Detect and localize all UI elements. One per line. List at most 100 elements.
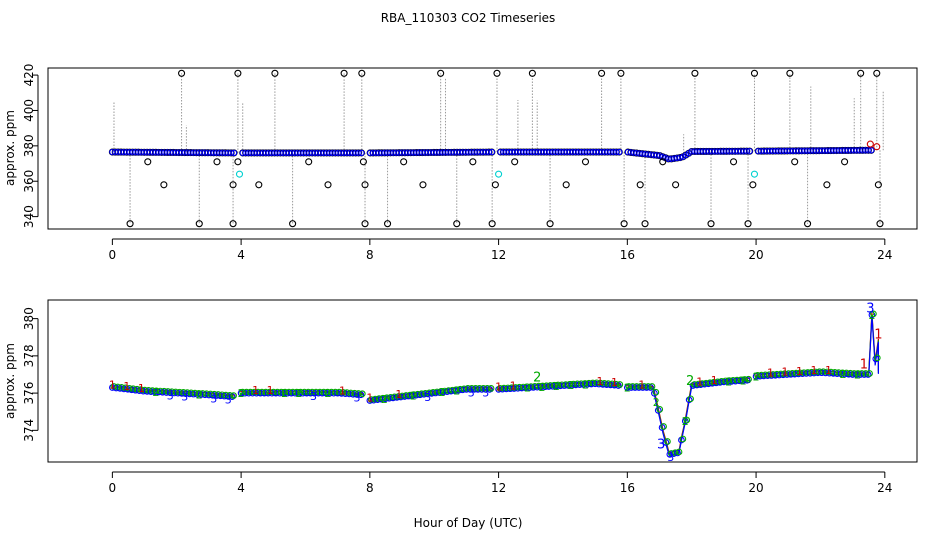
top-outlier-point <box>488 220 496 228</box>
x-axis-label: Hour of Day (UTC) <box>414 516 523 530</box>
top-outlier-point <box>384 220 392 228</box>
top-outlier-point <box>546 220 554 228</box>
top-y-axis-label: approx. ppm <box>3 110 17 186</box>
bottom-digit-marker: 1 <box>860 357 868 372</box>
top-outlier-point <box>234 69 242 77</box>
bottom-data-point <box>658 424 666 431</box>
top-plot-frame <box>47 67 918 230</box>
top-outlier-point <box>617 69 625 77</box>
bottom-data-point <box>616 381 624 388</box>
top-red-point <box>873 143 881 151</box>
bottom-digit-marker: 3 <box>424 391 431 404</box>
top-outlier-point <box>620 220 628 228</box>
bottom-data-point <box>358 390 366 398</box>
bottom-digit-marker: 3 <box>353 391 360 404</box>
top-outlier-point <box>144 158 152 166</box>
top-x-tick-label: 16 <box>620 248 635 262</box>
bottom-digit-marker: 1 <box>696 376 703 389</box>
bottom-data-point <box>647 384 654 391</box>
top-data-point <box>358 149 365 157</box>
bottom-data-point <box>671 449 679 457</box>
top-red-point <box>866 140 874 148</box>
bottom-digit-marker: 1 <box>395 388 402 401</box>
bottom-digit-marker: 1 <box>767 367 774 380</box>
bottom-digit-marker: 1 <box>495 380 502 393</box>
top-outlier-point <box>841 158 849 166</box>
top-outlier-point <box>598 69 606 77</box>
bottom-x-tick-label: 0 <box>109 481 117 495</box>
bottom-digit-marker: 2 <box>325 387 332 400</box>
top-data-point <box>868 147 875 154</box>
bottom-data-point <box>678 436 685 444</box>
bottom-digit-marker: 1 <box>510 380 517 393</box>
top-x-tick-label: 8 <box>366 248 374 262</box>
bottom-data-point <box>654 407 662 414</box>
bottom-data-points: 1 1 1 2 3 3 2 3 3 2 1 1 2 2 3 2 13 1 2 1 2 3 2 2 3 3 1 1 2 2 2 2 2 1 1 2 123… <box>109 301 883 464</box>
top-outlier-point <box>361 181 369 189</box>
top-y-tick-label: 360 <box>22 170 36 193</box>
bottom-digit-marker: 1 <box>596 375 603 388</box>
bottom-digit-marker: 2 <box>725 376 732 389</box>
bottom-digit-marker: 3 <box>167 390 174 403</box>
bottom-digit-marker: 2 <box>453 384 460 397</box>
bottom-x-tick-label: 12 <box>491 481 506 495</box>
bottom-data-point <box>652 388 660 396</box>
bottom-digit-marker: 2 <box>524 382 531 395</box>
top-data-point <box>865 147 872 154</box>
top-outlier-point <box>213 158 221 166</box>
bottom-digit-marker: 3 <box>181 391 188 404</box>
top-outlier-point <box>453 220 461 228</box>
top-outlier-point <box>659 158 667 166</box>
bottom-y-tick-label: 380 <box>22 307 36 330</box>
top-outlier-point <box>229 181 237 189</box>
bottom-data-point <box>743 376 751 384</box>
bottom-digit-marker: 3 <box>310 390 317 403</box>
top-data-point <box>613 148 620 156</box>
top-outlier-point <box>255 181 263 189</box>
top-data-point <box>743 148 750 155</box>
bottom-digit-marker: 1 <box>611 376 618 389</box>
bottom-data-point <box>687 395 694 403</box>
bottom-digit-marker: 2 <box>624 382 631 395</box>
bottom-digit-marker: 1 <box>825 364 832 377</box>
bottom-digit-marker: 2 <box>238 387 245 400</box>
top-outlier-point <box>324 181 332 189</box>
bottom-digit-marker: 3 <box>210 392 217 405</box>
top-y-tick-label: 400 <box>22 99 36 122</box>
top-outlier-point <box>873 69 881 77</box>
top-cyan-point <box>495 170 503 178</box>
bottom-digit-marker: 2 <box>553 380 560 393</box>
bottom-y-tick-label: 376 <box>22 382 36 405</box>
top-outlier-point <box>361 220 369 228</box>
top-outlier-point <box>340 69 348 77</box>
bottom-digit-marker: 3 <box>468 386 475 399</box>
bottom-digit-marker: 1 <box>711 374 718 387</box>
top-x-tick-label: 12 <box>491 248 506 262</box>
bottom-data-point <box>681 417 689 425</box>
top-x-tick-label: 24 <box>877 248 892 262</box>
top-outlier-point <box>804 220 812 228</box>
bottom-data-point <box>667 450 675 457</box>
bottom-data-point <box>866 370 873 377</box>
bottom-x-tick-label: 8 <box>366 481 374 495</box>
bottom-data-point <box>357 391 365 399</box>
bottom-digit-marker: 1 <box>138 382 145 395</box>
bottom-digit-marker: 3 <box>866 301 874 316</box>
top-outlier-point <box>195 220 203 228</box>
top-y-tick-label: 420 <box>22 64 36 87</box>
bottom-digit-marker: 1 <box>366 392 373 405</box>
bottom-digit-marker: 3 <box>657 437 665 452</box>
top-data-point <box>746 148 753 155</box>
top-outlier-point <box>562 181 570 189</box>
top-outlier-point <box>469 158 477 166</box>
top-x-axis: 0 4 8 12 16 20 24 <box>109 238 892 262</box>
bottom-digit-marker: 2 <box>753 370 760 383</box>
top-outlier-point <box>178 69 186 77</box>
bottom-data-point <box>675 448 683 456</box>
bottom-x-tick-label: 4 <box>237 481 245 495</box>
bottom-digit-marker: 2 <box>296 387 303 400</box>
top-outlier-point <box>160 181 168 189</box>
bottom-data-point <box>872 355 880 363</box>
bottom-data-point <box>487 385 495 392</box>
